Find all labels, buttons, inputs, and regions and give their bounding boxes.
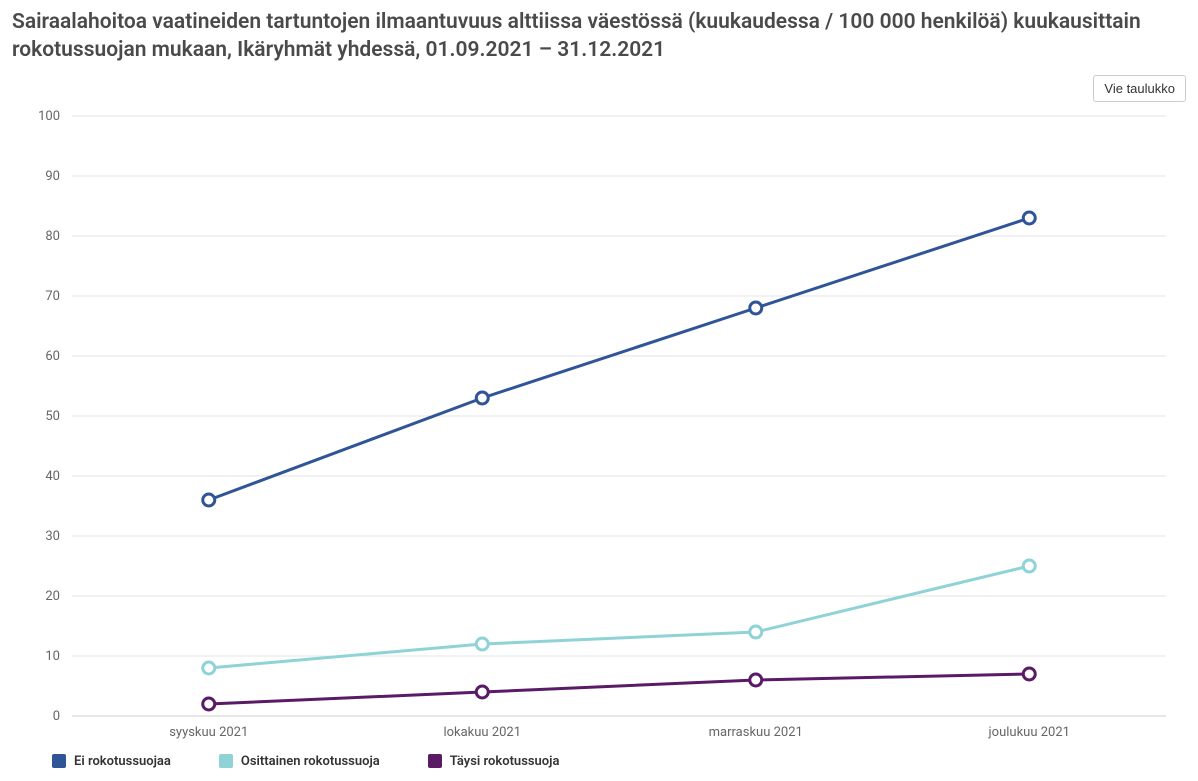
- y-tick-label: 90: [45, 169, 60, 184]
- legend-swatch: [428, 754, 442, 768]
- y-tick-label: 0: [53, 709, 60, 724]
- legend-label: Täysi rokotussuoja: [450, 754, 560, 769]
- legend-item[interactable]: Täysi rokotussuoja: [428, 754, 560, 769]
- data-point[interactable]: [750, 674, 762, 686]
- data-point[interactable]: [476, 638, 488, 650]
- data-point[interactable]: [476, 392, 488, 404]
- data-point[interactable]: [1023, 560, 1035, 572]
- legend-item[interactable]: Osittainen rokotussuoja: [219, 754, 380, 769]
- series-line: [209, 566, 1030, 668]
- y-tick-label: 30: [45, 529, 60, 544]
- series-line: [209, 218, 1030, 500]
- y-tick-label: 70: [45, 289, 60, 304]
- y-tick-label: 50: [45, 409, 60, 424]
- data-point[interactable]: [203, 662, 215, 674]
- y-tick-label: 60: [45, 349, 60, 364]
- data-point[interactable]: [203, 494, 215, 506]
- x-tick-label: joulukuu 2021: [988, 725, 1070, 740]
- legend-swatch: [52, 754, 66, 768]
- data-point[interactable]: [750, 626, 762, 638]
- data-point[interactable]: [476, 686, 488, 698]
- y-tick-label: 80: [45, 229, 60, 244]
- x-tick-label: lokakuu 2021: [443, 725, 521, 740]
- toolbar: Vie taulukko: [12, 75, 1186, 102]
- legend-label: Osittainen rokotussuoja: [241, 754, 380, 769]
- y-tick-label: 20: [45, 589, 60, 604]
- series-line: [209, 674, 1030, 704]
- chart-svg: 0 10 20 30 40 50 60 70 80 90 100 syyskuu 2021 lokaku…: [12, 106, 1186, 746]
- data-point[interactable]: [750, 302, 762, 314]
- legend-label: Ei rokotussuojaa: [74, 754, 171, 769]
- x-tick-label: marraskuu 2021: [709, 725, 803, 740]
- legend: Ei rokotussuojaa Osittainen rokotussuoja…: [12, 746, 1186, 769]
- y-tick-label: 40: [45, 469, 60, 484]
- x-tick-label: syyskuu 2021: [169, 725, 248, 740]
- line-chart: 0 10 20 30 40 50 60 70 80 90 100 syyskuu 2021 lokaku…: [12, 106, 1186, 746]
- legend-item[interactable]: Ei rokotussuojaa: [52, 754, 171, 769]
- y-tick-label: 10: [45, 649, 60, 664]
- data-point[interactable]: [203, 698, 215, 710]
- data-point[interactable]: [1023, 668, 1035, 680]
- legend-swatch: [219, 754, 233, 768]
- export-table-button[interactable]: Vie taulukko: [1093, 75, 1186, 102]
- chart-title: Sairaalahoitoa vaatineiden tartuntojen i…: [12, 8, 1186, 65]
- data-point[interactable]: [1023, 212, 1035, 224]
- y-tick-label: 100: [38, 109, 60, 124]
